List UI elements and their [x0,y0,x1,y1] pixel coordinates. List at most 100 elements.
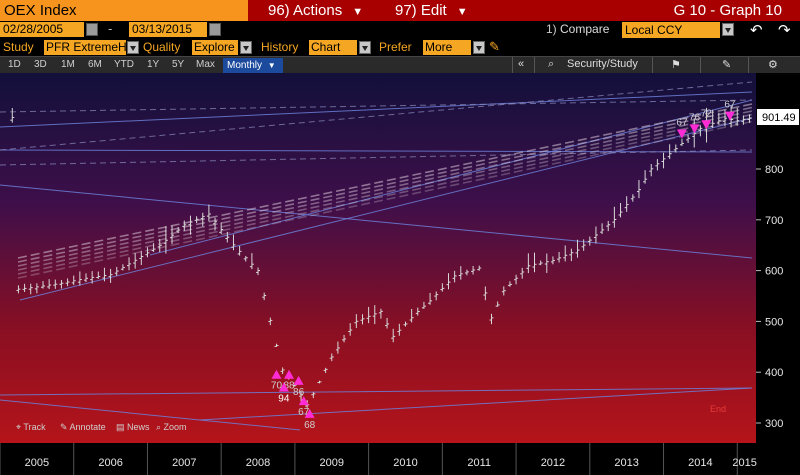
flag-icon[interactable]: ⚑ [671,59,681,71]
period-max[interactable]: Max [196,59,215,70]
x-tick-label: 2012 [541,457,565,469]
study-label: Study [3,40,34,54]
calendar-icon[interactable] [209,23,221,36]
ticker-field[interactable]: OEX Index [0,0,248,21]
y-axis: 300 400 500 600 700 800 [756,164,783,430]
pencil-icon[interactable]: ✎ [489,39,500,54]
trend-line [0,149,753,153]
y-tick-label: 800 [765,164,783,176]
divider [652,57,653,74]
prefer-label: Prefer [379,40,412,54]
signal-label: 72 [701,108,713,119]
news-tool[interactable]: ▤ News [116,422,150,432]
chevron-down-icon[interactable] [359,41,371,54]
divider [512,57,513,74]
security-study-button[interactable]: Security/Study [567,58,638,70]
chevron-down-icon: ▼ [267,61,276,70]
gear-icon[interactable]: ⚙ [768,59,778,71]
y-tick-label: 700 [765,215,783,227]
signal-label: 68 [304,420,316,431]
y-tick-label: 400 [765,367,783,379]
start-date-field[interactable]: 02/28/2005 [0,22,84,37]
signal-label: 94 [278,393,290,404]
x-tick-label: 2015 [732,457,756,469]
dashed-trend-line [0,99,753,113]
graph-title: G 10 - Graph 10 [673,2,782,19]
prefer-select[interactable]: More [423,40,471,55]
channel-band-line [17,103,753,259]
period-1d[interactable]: 1D [8,59,21,70]
magnifier-icon[interactable]: ⌕ [548,58,555,70]
edit-icon[interactable]: ✎ [722,59,732,71]
quality-select[interactable]: Explore [192,40,238,55]
divider [700,57,701,74]
frequency-select[interactable]: Monthly ▼ [223,58,283,73]
study-select[interactable]: PFR ExtremeH [44,40,126,55]
track-tool[interactable]: ⌖ Track [16,422,46,432]
date-range-bar: 02/28/2005 - 03/13/2015 1) Compare Local… [0,21,800,39]
period-ytd[interactable]: YTD [114,59,134,70]
sell-signal-marker [724,111,735,121]
end-date-field[interactable]: 03/13/2015 [129,22,207,37]
period-1y[interactable]: 1Y [147,59,160,70]
history-select[interactable]: Chart [309,40,357,55]
x-tick-label: 2011 [467,457,491,469]
chevron-down-icon[interactable] [127,41,139,54]
x-tick-label: 2007 [172,457,196,469]
actions-menu[interactable]: 96) Actions ▼ [268,0,363,21]
sell-signal-marker [689,124,700,134]
period-5y[interactable]: 5Y [172,59,185,70]
signal-label: 70 [271,381,283,392]
x-axis: 2005 2006 2007 2008 2009 2010 2011 2012 2013 2014… [0,443,757,475]
collapse-icon[interactable]: « [518,58,525,70]
chevron-down-icon[interactable] [473,41,485,54]
period-6m[interactable]: 6M [88,59,102,70]
channel-band-line [17,106,753,263]
x-tick-label: 2009 [320,457,344,469]
end-marker: End [710,404,726,414]
currency-select[interactable]: Local CCY [622,22,720,38]
x-tick-label: 2010 [393,457,417,469]
trend-line [199,387,753,421]
y-tick-label: 500 [765,316,783,328]
signal-label: 76 [689,112,701,123]
x-axis-panel [0,443,800,475]
annotate-tool[interactable]: ✎ Annotate [60,422,106,432]
period-3d[interactable]: 3D [34,59,47,70]
range-separator: - [108,21,113,36]
signal-label: 88 [283,381,295,392]
x-tick-label: 2006 [98,457,122,469]
trend-line [0,387,753,396]
buy-signal-marker [298,396,309,406]
last-price-badge [757,109,799,125]
quality-label: Quality [143,40,181,54]
channel-band-line [17,120,753,279]
signal-label: 67 [676,117,688,128]
y-axis-panel [756,73,800,443]
chevron-down-icon: ▼ [456,6,468,18]
chevron-down-icon[interactable] [722,23,734,36]
calendar-icon[interactable] [86,23,98,36]
forward-arrow-icon[interactable]: ↷ [778,22,791,39]
edit-menu[interactable]: 97) Edit ▼ [395,0,468,21]
compare-label: 1) Compare [546,22,610,36]
x-tick-label: 2013 [614,457,638,469]
plot-background [0,73,756,443]
zoom-tool[interactable]: ⌕ Zoom [156,422,187,432]
last-price-label: 901.49 [762,112,796,124]
period-1m[interactable]: 1M [61,59,75,70]
dashed-trend-line [0,149,753,166]
chevron-down-icon[interactable] [240,41,252,54]
channel-band-line [17,113,753,271]
trend-line [19,117,753,301]
study-bar: Study PFR ExtremeH Quality Explore Histo… [0,39,800,55]
y-tick-label: 600 [765,266,783,278]
back-arrow-icon[interactable]: ↶ [750,22,763,39]
buy-signal-marker [293,375,304,385]
signal-label: 86 [293,387,305,398]
x-tick-label: 2008 [246,457,270,469]
signal-label: 67 [298,407,310,418]
channel-band-line [17,117,753,275]
chevron-down-icon: ▼ [352,6,364,18]
